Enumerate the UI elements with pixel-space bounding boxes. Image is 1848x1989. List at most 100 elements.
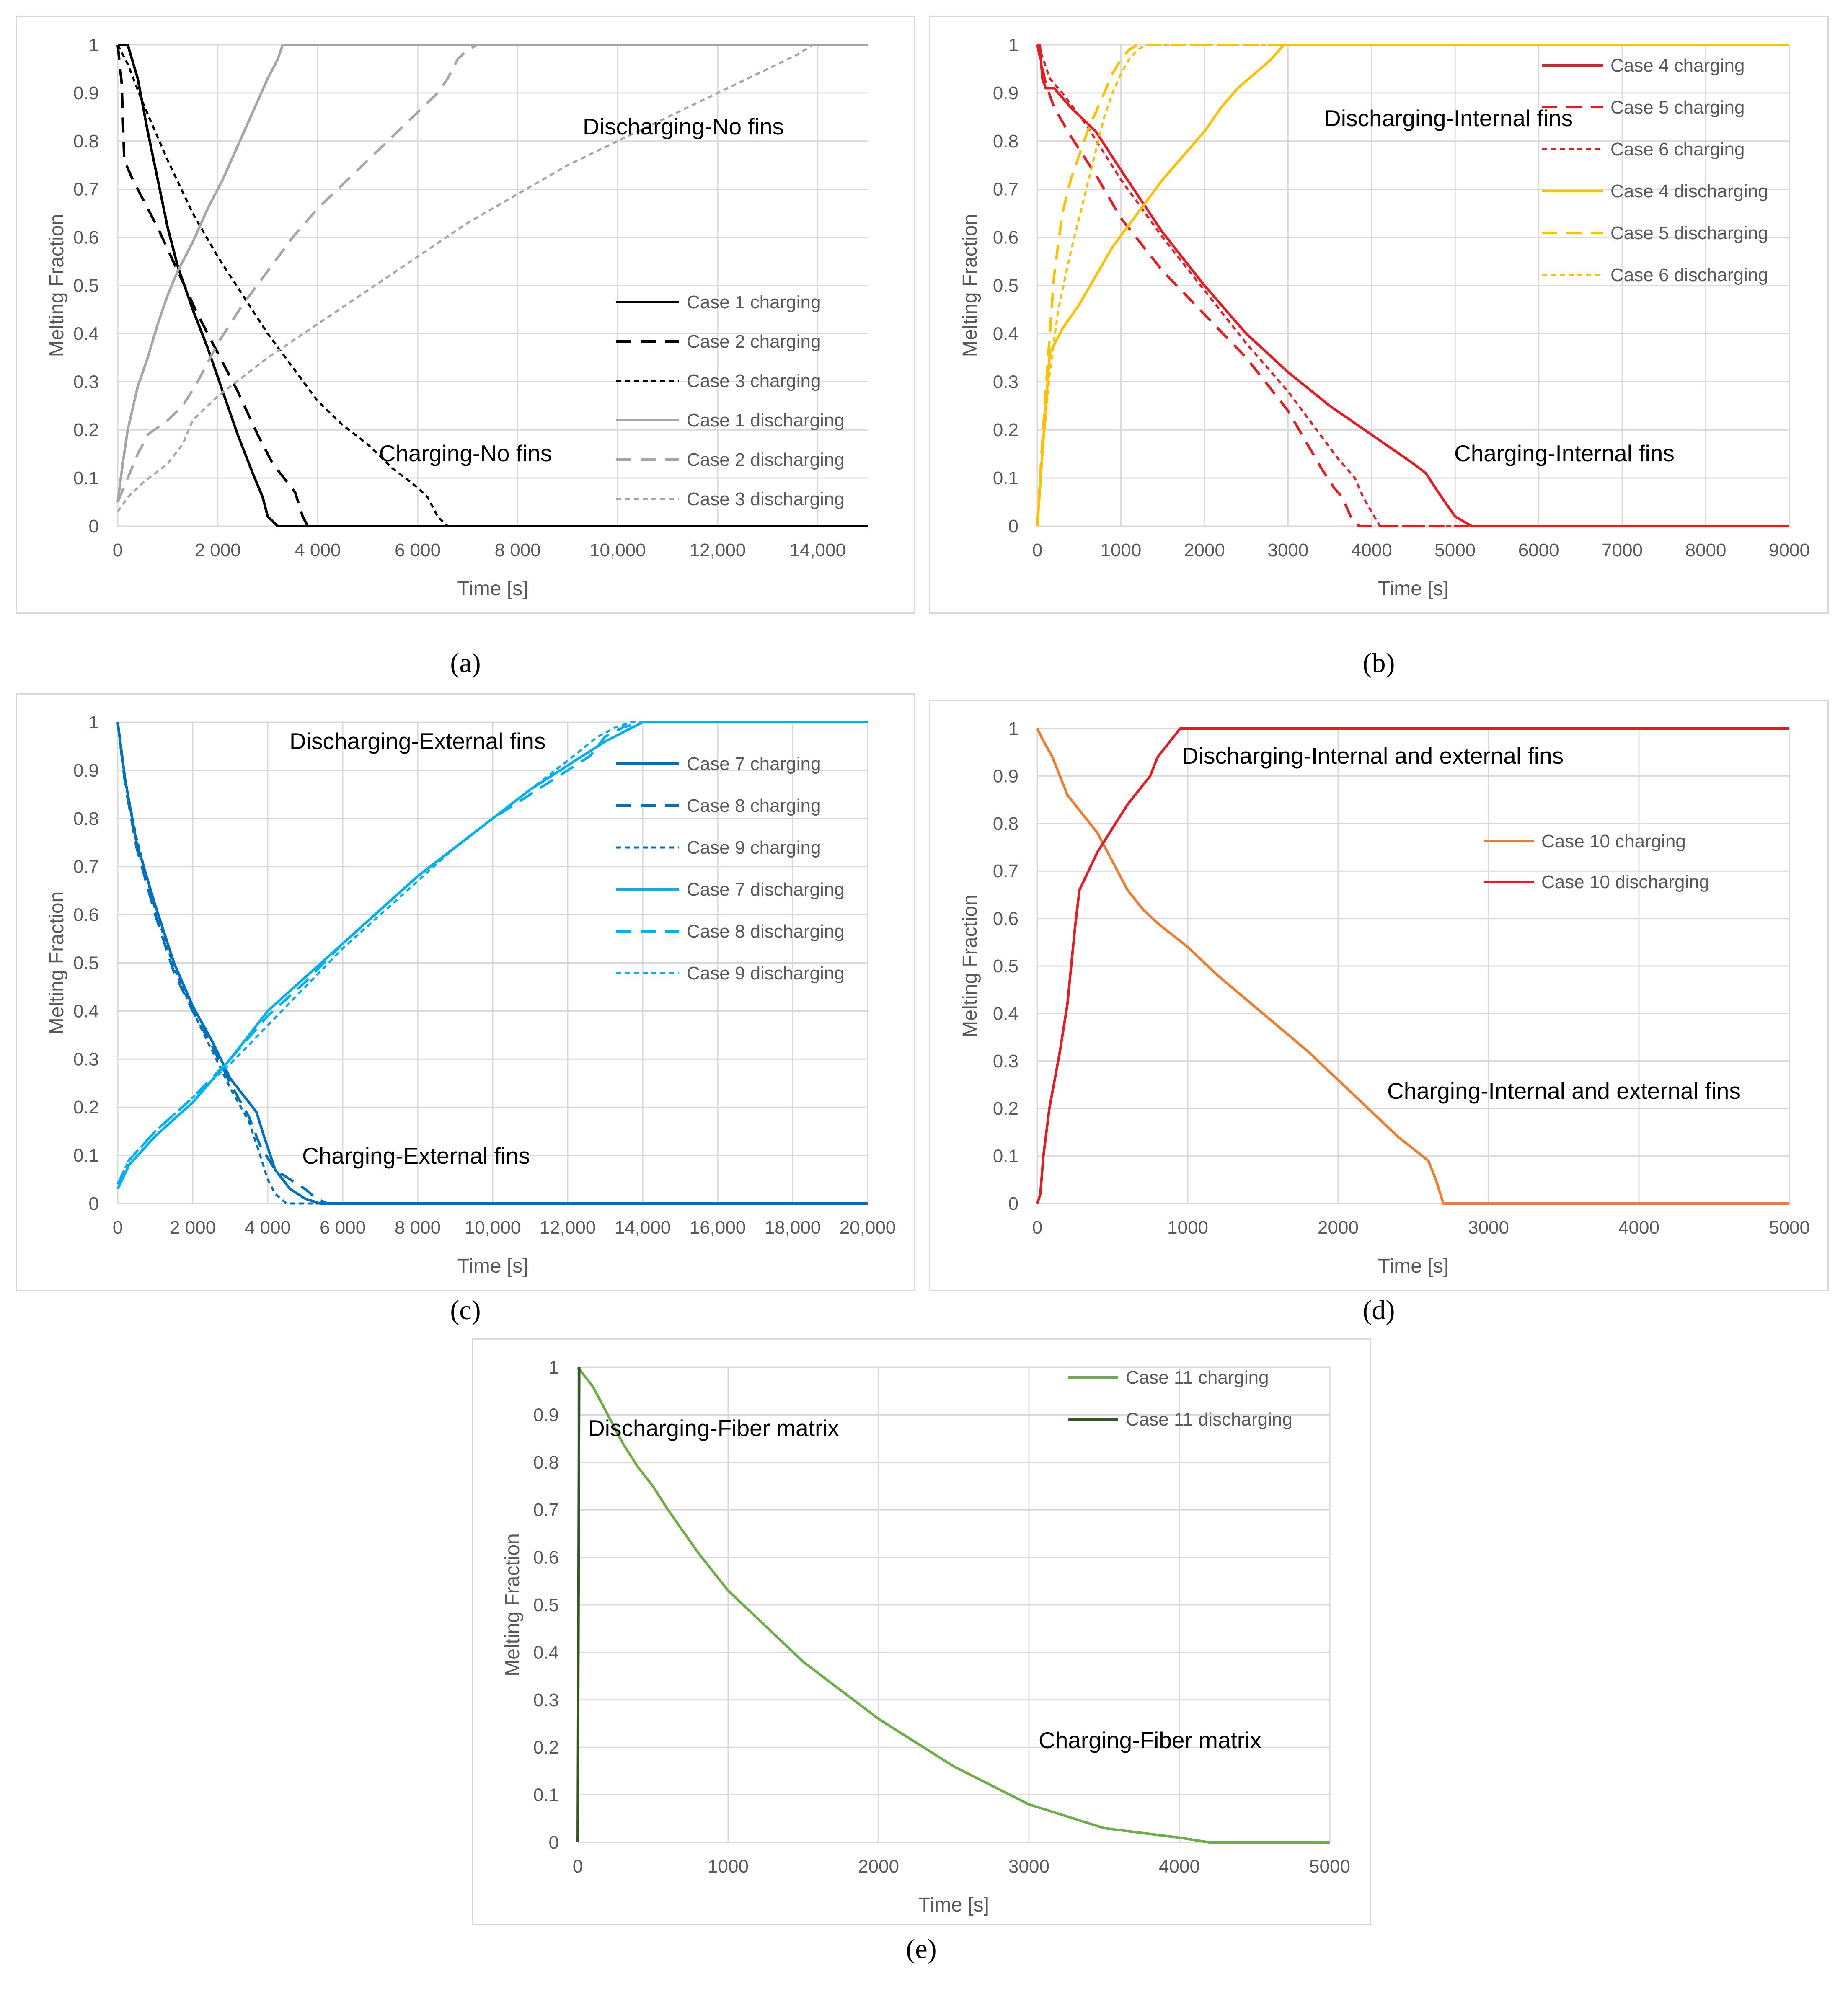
x-axis-title: Time [s] — [918, 1894, 989, 1916]
panel-label-c: (c) — [450, 1295, 481, 1325]
panel-label-b: (b) — [1362, 648, 1395, 678]
series-line-case-7-discharging — [116, 721, 868, 1190]
x-tick-label: 0 — [113, 1217, 123, 1238]
x-tick-label: 12,000 — [690, 540, 746, 561]
x-tick-label: 0 — [113, 540, 123, 561]
legend-label: Case 10 charging — [1541, 831, 1686, 852]
series-line-case-10-charging — [1036, 728, 1789, 1205]
series-line-case-4-discharging — [1036, 44, 1789, 527]
y-tick-label: 0.2 — [73, 420, 99, 440]
x-tick-label: 8 000 — [395, 1217, 441, 1238]
x-axis-title: Time [s] — [457, 1255, 528, 1277]
y-tick-label: 0.5 — [73, 276, 99, 296]
y-tick-label: 0.8 — [993, 131, 1018, 152]
y-tick-label: 1 — [89, 712, 99, 733]
x-tick-label: 6 000 — [395, 540, 441, 561]
x-tick-label: 6 000 — [320, 1217, 366, 1238]
legend-label: Case 11 discharging — [1126, 1409, 1292, 1430]
y-tick-label: 0 — [549, 1832, 559, 1853]
legend-label: Case 2 charging — [687, 331, 821, 352]
chart-panel-e: 0 0.1 0.2 0.3 0.4 0.5 0.6 0.7 0.8 0.9 1 0 1000 2000 30… — [472, 1338, 1371, 1925]
legend-label: Case 9 charging — [687, 837, 821, 858]
legend-label: Case 9 discharging — [687, 963, 845, 984]
y-tick-label: 0 — [1008, 1193, 1018, 1214]
y-tick-label: 0.3 — [533, 1690, 559, 1710]
series-line-case-9-discharging — [116, 721, 868, 1185]
series-line-case-5-charging — [1036, 44, 1789, 527]
y-tick-label: 0.5 — [73, 953, 99, 974]
x-tick-label: 4000 — [1618, 1217, 1659, 1238]
y-tick-label: 0.1 — [533, 1785, 559, 1806]
y-tick-label: 1 — [89, 35, 99, 55]
x-tick-label: 0 — [573, 1856, 583, 1877]
legend-label: Case 11 charging — [1126, 1367, 1269, 1388]
x-tick-label: 4000 — [1351, 540, 1392, 561]
x-tick-label: 4 000 — [295, 540, 341, 561]
y-tick-label: 0.4 — [993, 1003, 1018, 1024]
legend-label: Case 6 charging — [1610, 139, 1745, 160]
y-tick-label: 0.6 — [533, 1547, 559, 1568]
x-tick-label: 5000 — [1434, 540, 1476, 561]
chart-annotation: Charging-Internal fins — [1454, 440, 1675, 466]
x-tick-label: 3000 — [1008, 1856, 1049, 1877]
y-tick-label: 0.7 — [993, 179, 1018, 200]
y-tick-label: 0.9 — [533, 1405, 559, 1425]
y-tick-label: 0.7 — [993, 861, 1018, 881]
panel-label-a: (a) — [450, 648, 481, 678]
chart-annotation: Discharging-Internal and external fins — [1182, 743, 1564, 769]
x-tick-label: 2 000 — [195, 540, 241, 561]
x-axis-title: Time [s] — [1378, 1255, 1449, 1277]
legend-label: Case 5 discharging — [1610, 223, 1768, 243]
y-tick-label: 0.8 — [73, 809, 99, 829]
series-line-case-6-charging — [1036, 44, 1789, 527]
y-tick-label: 0.9 — [73, 83, 99, 103]
legend-label: Case 5 charging — [1610, 97, 1745, 118]
series-line-case-3-discharging — [116, 44, 868, 512]
x-tick-label: 18,000 — [765, 1217, 821, 1238]
legend-label: Case 1 discharging — [687, 410, 845, 431]
y-tick-label: 1 — [549, 1357, 559, 1378]
x-tick-label: 4000 — [1159, 1856, 1200, 1877]
chart-annotation: Discharging-No fins — [583, 114, 784, 139]
x-tick-label: 9000 — [1769, 540, 1810, 561]
y-tick-label: 0.8 — [73, 131, 99, 152]
y-tick-label: 0.1 — [993, 1146, 1018, 1167]
y-axis-title: Melting Fraction — [46, 891, 68, 1034]
x-tick-label: 20,000 — [840, 1217, 896, 1238]
y-tick-label: 0.2 — [533, 1737, 559, 1758]
x-tick-label: 2000 — [858, 1856, 899, 1877]
y-tick-label: 1 — [1008, 35, 1018, 55]
x-tick-label: 8 000 — [495, 540, 541, 561]
legend-label: Case 4 discharging — [1610, 181, 1768, 201]
chart-annotation: Charging-External fins — [302, 1143, 530, 1169]
y-tick-label: 0.9 — [73, 760, 99, 781]
chart-annotation: Charging-Fiber matrix — [1039, 1727, 1261, 1753]
chart-panel-a: 0 0.1 0.2 0.3 0.4 0.5 0.6 0.7 0.8 0.9 1 0 2 000 4 000… — [16, 16, 915, 614]
series-line-case-1-discharging — [116, 44, 868, 502]
y-tick-label: 0.6 — [993, 909, 1018, 929]
x-tick-label: 5000 — [1309, 1856, 1350, 1877]
chart-a-svg: 0 0.1 0.2 0.3 0.4 0.5 0.6 0.7 0.8 0.9 1 0 2 000 4 000… — [46, 35, 868, 600]
x-tick-label: 14,000 — [615, 1217, 671, 1238]
series-line-case-4-charging — [1037, 44, 1789, 527]
x-tick-label: 14,000 — [789, 540, 846, 561]
y-axis-title: Melting Fraction — [959, 214, 981, 357]
y-tick-label: 0.4 — [73, 323, 99, 344]
x-tick-label: 10,000 — [465, 1217, 521, 1238]
x-tick-label: 5000 — [1769, 1217, 1810, 1238]
y-tick-label: 0 — [89, 516, 99, 537]
series-line-case-6-discharging — [1036, 44, 1789, 527]
chart-c-svg: 0 0.1 0.2 0.3 0.4 0.5 0.6 0.7 0.8 0.9 1 0 2 000 4 000… — [46, 712, 896, 1277]
y-tick-label: 0.2 — [73, 1097, 99, 1118]
x-tick-label: 10,000 — [589, 540, 646, 561]
y-tick-label: 0.1 — [73, 1145, 99, 1166]
chart-annotation: Discharging-Fiber matrix — [588, 1415, 839, 1441]
x-tick-label: 6000 — [1518, 540, 1559, 561]
x-tick-label: 4 000 — [245, 1217, 291, 1238]
y-tick-label: 0.8 — [993, 814, 1018, 834]
y-tick-label: 0.4 — [533, 1642, 559, 1663]
y-tick-label: 0.2 — [993, 420, 1018, 440]
x-tick-label: 3000 — [1267, 540, 1308, 561]
legend-label: Case 8 discharging — [687, 921, 845, 942]
series-line-case-3-charging — [116, 44, 868, 527]
